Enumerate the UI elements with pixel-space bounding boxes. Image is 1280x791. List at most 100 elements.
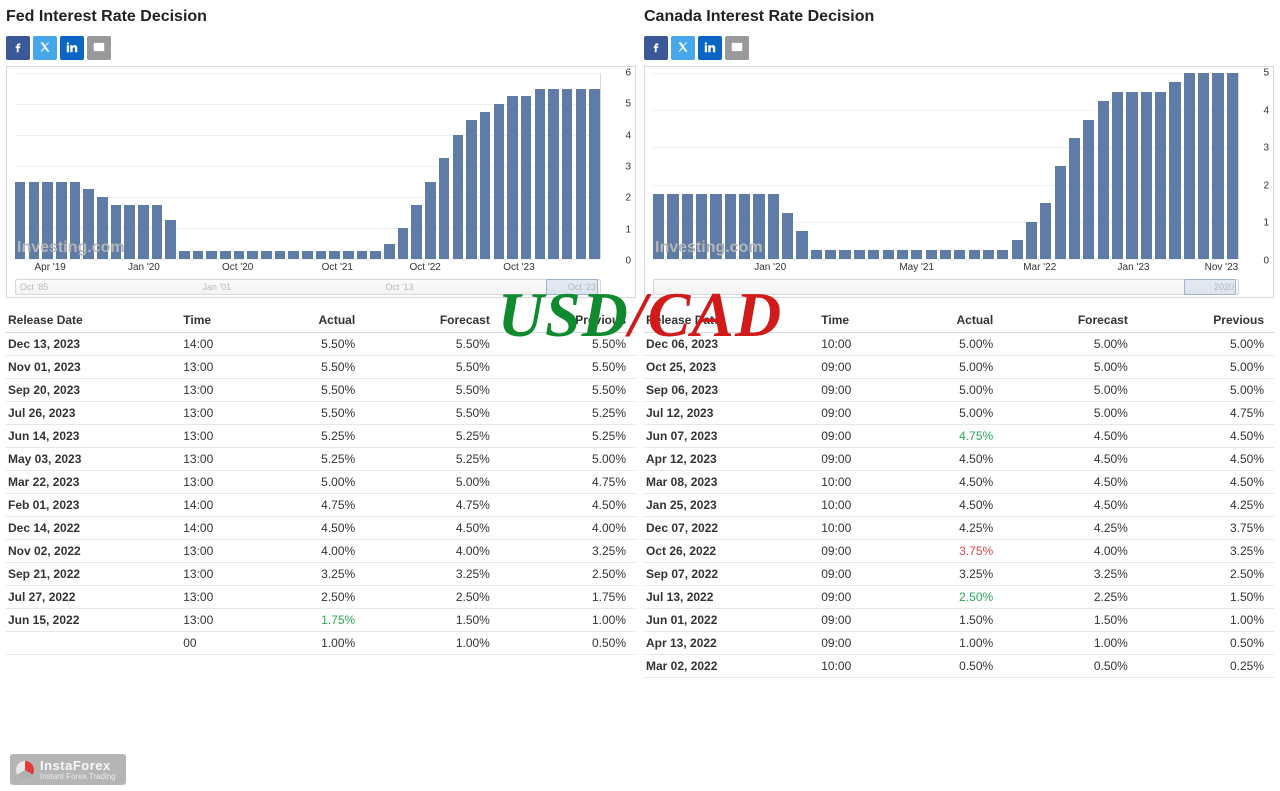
bar[interactable] xyxy=(768,194,779,259)
column-header[interactable]: Forecast xyxy=(1003,308,1138,333)
bar[interactable] xyxy=(796,231,807,259)
column-header[interactable]: Forecast xyxy=(365,308,500,333)
bar[interactable] xyxy=(911,250,922,259)
table-row[interactable]: Jul 26, 202313:005.50%5.50%5.25% xyxy=(6,402,636,425)
table-row[interactable]: Jul 27, 202213:002.50%2.50%1.75% xyxy=(6,586,636,609)
chart-plot[interactable] xyxy=(15,73,601,259)
bar[interactable] xyxy=(868,250,879,259)
linkedin-button[interactable] xyxy=(60,36,84,60)
table-row[interactable]: Oct 25, 202309:005.00%5.00%5.00% xyxy=(644,356,1274,379)
table-row[interactable]: Mar 08, 202310:004.50%4.50%4.50% xyxy=(644,471,1274,494)
bar[interactable] xyxy=(288,251,298,259)
bar[interactable] xyxy=(535,89,545,260)
bar[interactable] xyxy=(562,89,572,260)
bar[interactable] xyxy=(165,220,175,259)
bar[interactable] xyxy=(261,251,271,259)
bar[interactable] xyxy=(1012,240,1023,259)
table-row[interactable]: Nov 01, 202313:005.50%5.50%5.50% xyxy=(6,356,636,379)
bar[interactable] xyxy=(969,250,980,259)
bar[interactable] xyxy=(206,251,216,259)
bar[interactable] xyxy=(1198,73,1209,259)
bar[interactable] xyxy=(302,251,312,259)
table-row[interactable]: Jul 12, 202309:005.00%5.00%4.75% xyxy=(644,402,1274,425)
table-row[interactable]: Jul 13, 202209:002.50%2.25%1.50% xyxy=(644,586,1274,609)
column-header[interactable]: Release Date xyxy=(6,308,181,333)
bar[interactable] xyxy=(370,251,380,259)
bar[interactable] xyxy=(466,120,476,260)
bar[interactable] xyxy=(1227,73,1238,259)
bar[interactable] xyxy=(983,250,994,259)
linkedin-button[interactable] xyxy=(698,36,722,60)
bar[interactable] xyxy=(1055,166,1066,259)
bar[interactable] xyxy=(1112,92,1123,259)
bar[interactable] xyxy=(1040,203,1051,259)
bar[interactable] xyxy=(411,205,421,259)
bar[interactable] xyxy=(589,89,599,260)
bar[interactable] xyxy=(275,251,285,259)
range-navigator[interactable]: Oct '85Jan '01Oct '13Oct '23 xyxy=(15,279,601,295)
bar[interactable] xyxy=(1212,73,1223,259)
table-row[interactable]: Sep 07, 202209:003.25%3.25%2.50% xyxy=(644,563,1274,586)
table-row[interactable]: Feb 01, 202314:004.75%4.75%4.50% xyxy=(6,494,636,517)
table-row[interactable]: Jan 25, 202310:004.50%4.50%4.25% xyxy=(644,494,1274,517)
range-handle[interactable] xyxy=(546,279,598,295)
twitter-button[interactable] xyxy=(671,36,695,60)
bar[interactable] xyxy=(997,250,1008,259)
bar[interactable] xyxy=(1155,92,1166,259)
bar[interactable] xyxy=(1169,82,1180,259)
bar[interactable] xyxy=(576,89,586,260)
bar[interactable] xyxy=(398,228,408,259)
column-header[interactable]: Time xyxy=(819,308,897,333)
bar[interactable] xyxy=(494,104,504,259)
bar[interactable] xyxy=(152,205,162,259)
bar[interactable] xyxy=(439,158,449,259)
email-button[interactable] xyxy=(725,36,749,60)
bar[interactable] xyxy=(425,182,435,260)
bar[interactable] xyxy=(1126,92,1137,259)
table-row[interactable]: Jun 14, 202313:005.25%5.25%5.25% xyxy=(6,425,636,448)
table-row[interactable]: Dec 06, 202310:005.00%5.00%5.00% xyxy=(644,333,1274,356)
bar[interactable] xyxy=(1098,101,1109,259)
bar[interactable] xyxy=(507,96,517,259)
table-row[interactable]: Dec 07, 202210:004.25%4.25%3.75% xyxy=(644,517,1274,540)
bar[interactable] xyxy=(825,250,836,259)
bar[interactable] xyxy=(234,251,244,259)
twitter-button[interactable] xyxy=(33,36,57,60)
table-row[interactable]: Apr 13, 202209:001.00%1.00%0.50% xyxy=(644,632,1274,655)
bar[interactable] xyxy=(343,251,353,259)
bar[interactable] xyxy=(954,250,965,259)
bar[interactable] xyxy=(926,250,937,259)
table-row[interactable]: Jun 07, 202309:004.75%4.50%4.50% xyxy=(644,425,1274,448)
bar[interactable] xyxy=(1083,120,1094,260)
bar[interactable] xyxy=(453,135,463,259)
bar[interactable] xyxy=(384,244,394,260)
facebook-button[interactable] xyxy=(6,36,30,60)
table-row[interactable]: Jun 01, 202209:001.50%1.50%1.00% xyxy=(644,609,1274,632)
email-button[interactable] xyxy=(87,36,111,60)
bar[interactable] xyxy=(316,251,326,259)
column-header[interactable]: Actual xyxy=(259,308,365,333)
table-row[interactable]: Sep 21, 202213:003.25%3.25%2.50% xyxy=(6,563,636,586)
table-row[interactable]: May 03, 202313:005.25%5.25%5.00% xyxy=(6,448,636,471)
bar[interactable] xyxy=(179,251,189,259)
bar[interactable] xyxy=(329,251,339,259)
bar[interactable] xyxy=(897,250,908,259)
bar[interactable] xyxy=(1026,222,1037,259)
bar[interactable] xyxy=(247,251,257,259)
table-row[interactable]: Nov 02, 202213:004.00%4.00%3.25% xyxy=(6,540,636,563)
bar[interactable] xyxy=(480,112,490,259)
column-header[interactable]: Time xyxy=(181,308,259,333)
table-row[interactable]: Mar 02, 202210:000.50%0.50%0.25% xyxy=(644,655,1274,678)
bar[interactable] xyxy=(883,250,894,259)
bar[interactable] xyxy=(940,250,951,259)
table-row[interactable]: Dec 14, 202214:004.50%4.50%4.00% xyxy=(6,517,636,540)
chart-plot[interactable] xyxy=(653,73,1239,259)
bar[interactable] xyxy=(124,205,134,259)
range-navigator[interactable]: 2020 xyxy=(653,279,1239,295)
facebook-button[interactable] xyxy=(644,36,668,60)
bar[interactable] xyxy=(811,250,822,259)
table-row[interactable]: Mar 22, 202313:005.00%5.00%4.75% xyxy=(6,471,636,494)
column-header[interactable]: Previous xyxy=(500,308,636,333)
table-row[interactable]: Dec 13, 202314:005.50%5.50%5.50% xyxy=(6,333,636,356)
bar[interactable] xyxy=(521,96,531,259)
